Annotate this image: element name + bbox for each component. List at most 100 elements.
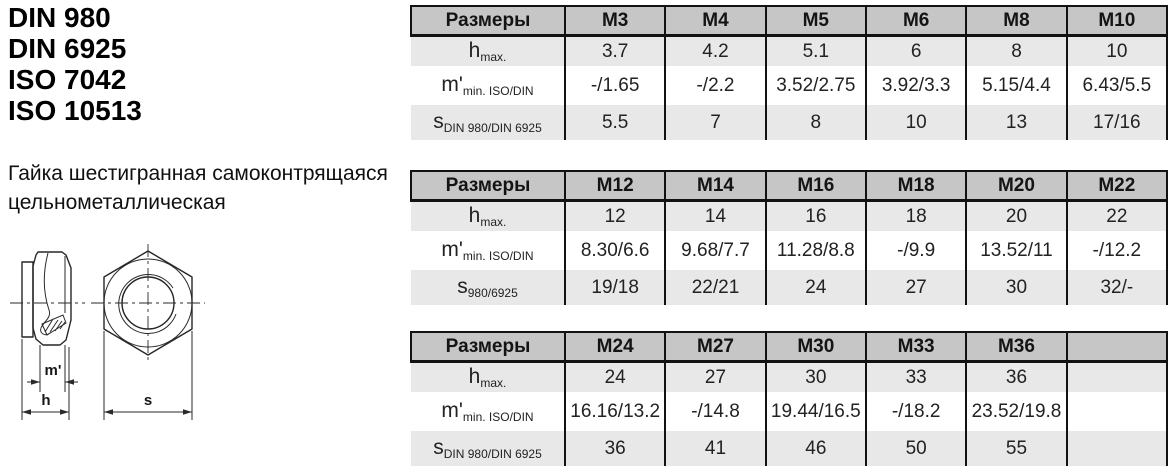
row-symbol: m' [441,238,463,261]
cell: 22/21 [664,270,766,305]
cell [1065,392,1169,431]
cell: 19.44/16.5 [764,392,866,431]
row-symbol: h [468,204,481,227]
cell: 16 [764,200,866,231]
cell: -/1.65 [563,66,666,105]
header-size [1065,331,1169,363]
cell: 8.30/6.6 [563,231,666,270]
cell: 36 [563,431,666,466]
header-size: M20 [965,170,1067,202]
cell: -/2.2 [664,66,766,105]
header-size: M14 [664,170,766,202]
cell [1065,361,1169,392]
m-extension-lines [39,345,66,392]
header-size: M10 [1065,5,1169,37]
washer-flange [21,261,34,338]
header-size: M30 [764,331,866,363]
row-m-min: m'min. ISO/DIN 8.30/6.6 9.68/7.7 11.28/8… [411,231,1169,270]
table-header-row: Размеры M12 M14 M16 M18 M20 M22 [410,170,1169,202]
row-m-min: m'min. ISO/DIN 16.16/13.2 -/14.8 19.44/1… [411,392,1169,431]
row-symbol: h [468,39,481,62]
row-label: m'min. ISO/DIN [411,66,565,105]
hatching [44,318,66,333]
cell: 3.92/3.3 [864,66,967,105]
header-size: M8 [965,5,1067,37]
table-header-row: Размеры M24 M27 M30 M33 M36 [410,331,1169,363]
cell: 46 [764,431,866,466]
cell: 41 [664,431,766,466]
nut-technical-drawing: m' h s [10,244,205,420]
row-symbol: m' [441,73,463,96]
header-size: M24 [563,331,666,363]
header-size: M36 [965,331,1067,363]
cell: 33 [864,361,967,392]
cell: 5.5 [563,105,666,140]
row-s-width: sDIN 980/DIN 6925 5.5 7 8 10 13 17/16 [411,105,1169,140]
cell: 4.2 [664,35,766,66]
thread-arc [118,274,177,335]
dimension-label-h: h [41,392,50,409]
header-size: M18 [864,170,967,202]
row-symbol: s [433,436,444,459]
row-s-width: sDIN 980/DIN 6925 36 41 46 50 55 [411,431,1169,466]
row-label: hmax. [411,361,565,392]
cell: 10 [1065,35,1169,66]
cell: -/18.2 [864,392,967,431]
facet-curve [43,252,50,311]
row-symbol: s [457,275,468,298]
row-label: hmax. [411,200,565,231]
header-size: M6 [864,5,967,37]
cell: -/14.8 [664,392,766,431]
header-size: M16 [764,170,866,202]
cell: 8 [764,105,866,140]
cell: 30 [764,361,866,392]
cell: 30 [965,270,1067,305]
header-size: M3 [563,5,666,37]
dimensions-table-m24-m36: Размеры M24 M27 M30 M33 M36 hmax. 24 27 … [410,331,1169,466]
dimensions-table-m12-m22: Размеры M12 M14 M16 M18 M20 M22 hmax. 12… [410,170,1169,305]
cell: 12 [563,200,666,231]
cell [1065,431,1169,466]
cell: 14 [664,200,766,231]
row-subscript: max. [480,376,507,390]
row-label: hmax. [411,35,565,66]
hexagon-outline [103,250,193,356]
cell: 18 [864,200,967,231]
cell: 32/- [1065,270,1169,305]
dimensions-table-m3-m10: Размеры M3 M4 M5 M6 M8 M10 hmax. 3.7 4.2… [410,5,1169,140]
row-h-max: hmax. 24 27 30 33 36 [411,361,1169,392]
row-subscript: min. ISO/DIN [462,249,534,263]
m-arrow-left [31,379,40,385]
cell: 13.52/11 [965,231,1067,270]
dimension-label-s: s [144,392,152,409]
table-header-row: Размеры M3 M4 M5 M6 M8 M10 [410,5,1169,37]
locking-deformation-curve [40,309,51,336]
standard-line: DIN 6925 [8,33,127,64]
cell: 20 [965,200,1067,231]
row-subscript: max. [480,50,507,64]
standard-line: DIN 980 [8,2,111,33]
s-arrow-left [104,409,113,415]
cell: 36 [965,361,1067,392]
row-h-max: hmax. 3.7 4.2 5.1 6 8 10 [411,35,1169,66]
dimension-tables: Размеры M3 M4 M5 M6 M8 M10 hmax. 3.7 4.2… [410,0,1169,474]
row-subscript: 980/6925 [467,286,518,300]
row-subscript: DIN 980/DIN 6925 [443,447,542,461]
header-size: M4 [664,5,766,37]
cell: 24 [764,270,866,305]
cell: 22 [1065,200,1169,231]
row-h-max: hmax. 12 14 16 18 20 22 [411,200,1169,231]
cell: 16.16/13.2 [563,392,666,431]
row-s-width: s980/6925 19/18 22/21 24 27 30 32/- [411,270,1169,305]
header-sizes: Размеры [410,170,565,202]
cell: 6 [864,35,967,66]
cell: 55 [965,431,1067,466]
cell: 27 [864,270,967,305]
cell: 3.52/2.75 [764,66,866,105]
cell: 9.68/7.7 [664,231,766,270]
row-symbol: h [468,365,481,388]
cell: 10 [864,105,967,140]
cell: 3.7 [563,35,666,66]
hex-view: s [91,244,205,420]
h-arrow-left [22,409,31,415]
